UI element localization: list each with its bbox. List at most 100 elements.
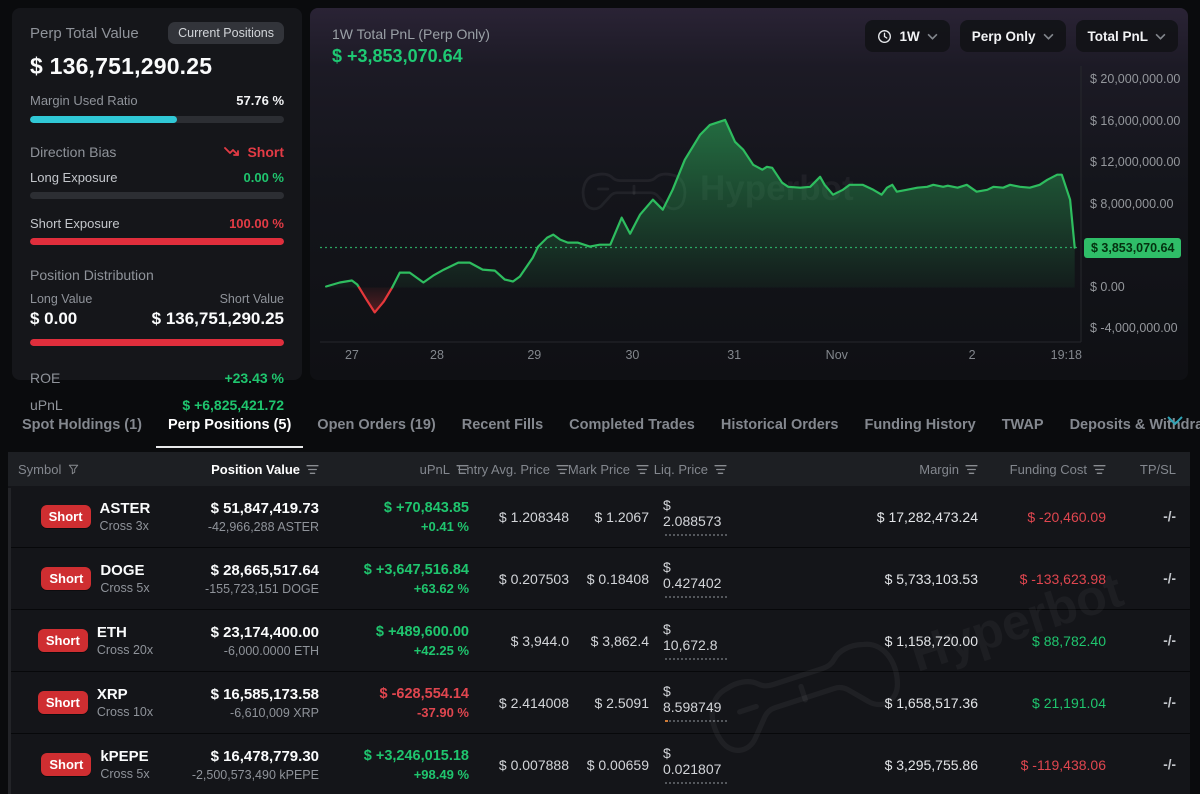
position-row-xrp[interactable]: Short XRP Cross 10x $ 16,585,173.58 -6,6…: [8, 671, 1190, 733]
timeframe-label: 1W: [899, 28, 920, 44]
perp-total-value-label: Perp Total Value: [30, 24, 139, 42]
leverage-label: Cross 20x: [96, 643, 154, 657]
tab-completed-trades[interactable]: Completed Trades: [569, 416, 695, 433]
pnl-chart-plot[interactable]: 27 28 29 30 31 Nov 2 19:18: [310, 8, 1188, 380]
position-row-doge[interactable]: Short DOGE Cross 5x $ 28,665,517.64 -155…: [8, 547, 1190, 609]
current-pnl-badge: $ 3,853,070.64: [1084, 238, 1182, 258]
liq-price-cell[interactable]: $ 10,672.8: [663, 621, 741, 660]
x-tick-label: 2: [969, 348, 976, 362]
chart-controls: 1W Perp Only Total PnL: [865, 20, 1178, 52]
timeframe-dropdown[interactable]: 1W: [865, 20, 950, 52]
perp-positions-table: Symbol Position Value uPnL Entry Avg. Price…: [8, 452, 1190, 794]
upnl-value: $ +6,825,421.72: [182, 397, 284, 413]
upnl-percent: +98.49 %: [413, 766, 469, 782]
sort-icon: [456, 464, 469, 474]
column-header-funding-cost[interactable]: Funding Cost: [992, 462, 1120, 477]
upnl-percent: -37.90 %: [416, 704, 469, 720]
upnl-cell: $ +489,600.00 +42.25 %: [333, 624, 483, 658]
upnl-cell: $ -628,554.14 -37.90 %: [333, 686, 483, 720]
current-positions-badge[interactable]: Current Positions: [168, 22, 284, 44]
table-body: Short ASTER Cross 3x $ 51,847,419.73 -42…: [8, 486, 1190, 794]
tab-historical-orders[interactable]: Historical Orders: [720, 416, 839, 433]
y-tick-label: $ 8,000,000.00: [1090, 197, 1174, 211]
position-row-aster[interactable]: Short ASTER Cross 3x $ 51,847,419.73 -42…: [8, 486, 1190, 547]
x-tick-label: 31: [727, 348, 741, 362]
liq-dotted-underline: [665, 720, 727, 722]
direction-bias-label: Direction Bias: [30, 144, 117, 160]
upnl-value: $ +3,246,015.18: [363, 747, 469, 764]
position-value-cell: $ 51,847,419.73 -42,966,288 ASTER: [173, 500, 333, 534]
liq-dotted-underline: [665, 782, 727, 784]
short-exposure-label: Short Exposure: [30, 216, 120, 231]
mark-price-cell: $ 1.2067: [594, 508, 650, 525]
tab-deposits-withdra[interactable]: Deposits & Withdra: [1069, 416, 1200, 433]
liq-price: $ 10,672.8: [663, 621, 718, 653]
y-tick-label: $ 16,000,000.00: [1090, 114, 1181, 128]
sort-icon: [714, 464, 727, 474]
roe-value: +23.43 %: [224, 370, 284, 386]
upnl-cell: $ +3,647,516.84 +63.62 %: [333, 562, 483, 596]
scope-dropdown[interactable]: Perp Only: [959, 20, 1066, 52]
liq-price-cell[interactable]: $ 0.021807: [663, 745, 741, 784]
tab-open-orders-19[interactable]: Open Orders (19): [317, 416, 436, 433]
sort-icon: [556, 464, 569, 474]
entry-price-cell: $ 1.208348: [498, 508, 569, 525]
position-size: -155,723,151 DOGE: [205, 581, 319, 596]
chart-total-pnl-value: $ +3,853,070.64: [332, 46, 463, 66]
tab-recent-fills[interactable]: Recent Fills: [461, 416, 544, 433]
tpsl-cell: -/-: [1163, 757, 1176, 772]
tabs-overflow-chevron[interactable]: [1166, 414, 1186, 434]
column-header-upnl[interactable]: uPnL: [333, 462, 483, 477]
sort-icon: [636, 464, 649, 474]
tpsl-cell: -/-: [1163, 695, 1176, 710]
upnl-cell: $ +3,246,015.18 +98.49 %: [333, 748, 483, 782]
short-value-label: Short Value: [219, 292, 284, 306]
column-header-entry-avg-price[interactable]: Entry Avg. Price: [458, 462, 583, 477]
tab-spot-holdings-1[interactable]: Spot Holdings (1): [22, 416, 143, 433]
tab-twap[interactable]: TWAP: [1001, 416, 1044, 433]
column-header-tp-sl[interactable]: TP/SL: [1120, 462, 1190, 477]
symbol-cell: Short DOGE Cross 5x: [8, 562, 173, 595]
column-header-position-value[interactable]: Position Value: [173, 462, 333, 477]
y-tick-label: $ 20,000,000.00: [1090, 72, 1181, 86]
upnl-value: $ +70,843.85: [383, 499, 469, 516]
liq-price-cell[interactable]: $ 8.598749: [663, 683, 741, 722]
position-row-kpepe[interactable]: Short kPEPE Cross 5x $ 16,478,779.30 -2,…: [8, 733, 1190, 794]
position-value: $ 28,665,517.64: [210, 561, 319, 579]
funding-cost-cell: $ 21,191.04: [1032, 694, 1106, 711]
liq-price-cell[interactable]: $ 0.427402: [663, 559, 741, 598]
direction-bias-value: Short: [224, 144, 284, 160]
symbol-name: ASTER: [99, 500, 151, 517]
margin-used-bar: [30, 116, 284, 123]
column-header-symbol[interactable]: Symbol: [8, 462, 173, 477]
column-header-margin[interactable]: Margin: [741, 462, 992, 477]
tab-bar: Spot Holdings (1) Perp Positions (5) Open …: [0, 400, 1200, 449]
leverage-label: Cross 5x: [100, 581, 150, 595]
funding-cost-cell: $ 88,782.40: [1032, 632, 1106, 649]
y-tick-label: $ 12,000,000.00: [1090, 155, 1181, 169]
metric-dropdown[interactable]: Total PnL: [1075, 20, 1178, 52]
liq-dotted-underline: [665, 596, 727, 598]
upnl-value: $ -628,554.14: [379, 685, 470, 702]
tab-funding-history[interactable]: Funding History: [864, 416, 976, 433]
chart-title: 1W Total PnL (Perp Only): [332, 26, 490, 42]
short-exposure-fill: [30, 238, 284, 245]
column-header-mark-price[interactable]: Mark Price: [568, 462, 663, 477]
liq-price-cell[interactable]: $ 2.088573: [663, 497, 741, 536]
upnl-label: uPnL: [30, 397, 63, 413]
x-tick-label: 27: [345, 348, 359, 362]
position-row-eth[interactable]: Short ETH Cross 20x $ 23,174,400.00 -6,0…: [8, 609, 1190, 671]
symbol-cell: Short kPEPE Cross 5x: [8, 748, 173, 781]
tab-perp-positions-5[interactable]: Perp Positions (5): [155, 400, 304, 449]
mark-price-cell: $ 3,862.4: [590, 632, 649, 649]
long-exposure-bar: [30, 192, 284, 199]
column-label: TP/SL: [1139, 461, 1176, 477]
column-header-liq-price[interactable]: Liq. Price: [654, 462, 741, 477]
mark-price-cell: $ 0.00659: [586, 756, 649, 773]
position-distribution-bar: [30, 339, 284, 346]
upnl-percent: +0.41 %: [420, 518, 469, 534]
liq-dotted-underline: [665, 658, 727, 660]
leverage-label: Cross 3x: [99, 519, 149, 533]
upnl-percent: +42.25 %: [413, 642, 469, 658]
column-label: Margin: [919, 461, 959, 477]
